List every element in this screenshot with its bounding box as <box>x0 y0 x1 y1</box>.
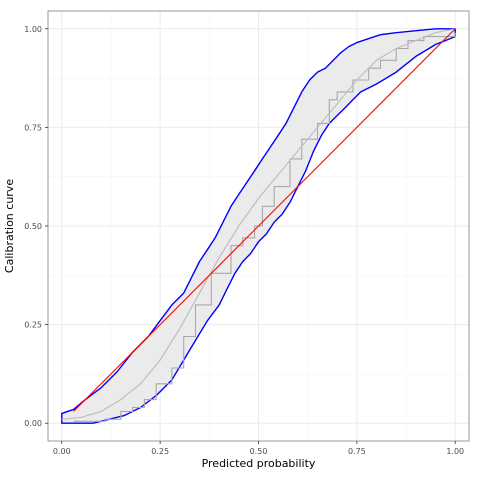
x-tick-label: 1.00 <box>446 447 464 456</box>
x-tick-label: 0.75 <box>348 447 366 456</box>
smoothed-calibration-line <box>61 28 456 420</box>
y-tick-label: 0.50 <box>24 222 42 231</box>
x-tick-label: 0.25 <box>151 447 169 456</box>
y-tick-label: 1.00 <box>24 25 42 34</box>
y-axis-title: Calibration curve <box>3 179 16 273</box>
x-axis-title: Predicted probability <box>202 457 316 470</box>
reference-line <box>73 28 456 412</box>
y-tick-label: 0.75 <box>24 123 42 132</box>
x-tick-label: 0.50 <box>250 447 268 456</box>
empirical-step-line <box>73 32 456 422</box>
x-tick-label: 0.00 <box>53 447 71 456</box>
y-tick-label: 0.00 <box>24 419 42 428</box>
line-layer <box>61 28 456 422</box>
y-tick-label: 0.25 <box>24 321 42 330</box>
tick-layer: 0.00 0.25 0.50 0.75 1.00 0.00 0.25 0.50 0.75 1.00 <box>24 25 464 456</box>
